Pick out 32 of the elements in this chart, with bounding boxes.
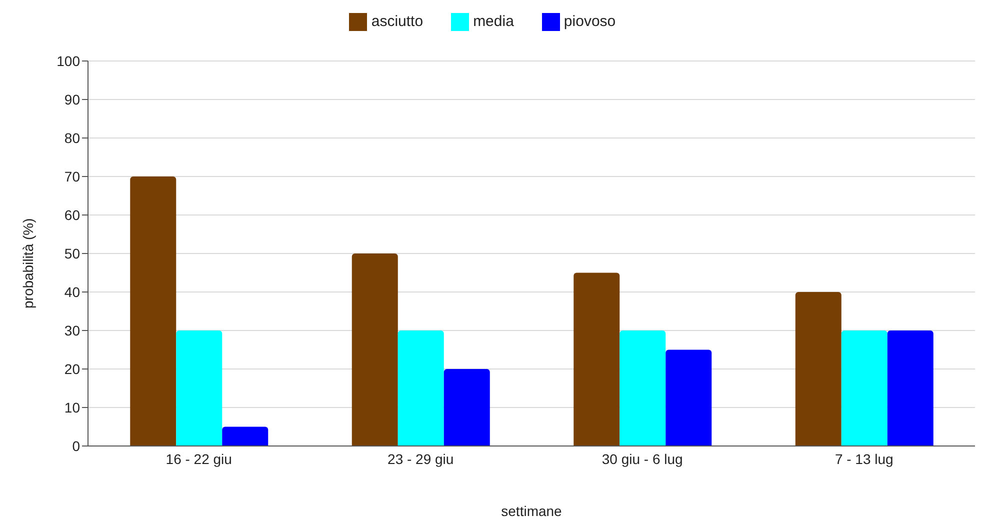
y-tick-label: 80 <box>64 130 80 146</box>
bar <box>887 330 934 446</box>
x-tick-label: 30 giu - 6 lug <box>602 450 683 467</box>
bar <box>398 330 444 446</box>
bar <box>130 176 176 446</box>
x-axis-title: settimane <box>501 503 562 519</box>
legend-label: piovoso <box>564 13 616 30</box>
y-tick-label: 100 <box>56 52 80 69</box>
y-tick-label: 50 <box>64 245 80 262</box>
y-tick-label: 30 <box>64 322 80 338</box>
y-tick-label: 20 <box>64 360 80 377</box>
bar <box>574 272 620 446</box>
bar <box>352 254 398 446</box>
x-tick-label: 23 - 29 giu <box>388 450 454 467</box>
x-tick-label: 7 - 13 lug <box>834 450 894 467</box>
y-tick-label: 60 <box>64 206 80 223</box>
bar <box>841 330 888 446</box>
y-tick-label: 40 <box>64 284 80 300</box>
bar <box>795 292 842 446</box>
y-axis-title: probabilità (%) <box>20 218 36 308</box>
legend-label: media <box>473 13 514 30</box>
y-tick-label: 0 <box>72 438 80 454</box>
bar <box>666 350 712 446</box>
y-tick-label: 10 <box>64 399 80 416</box>
bar <box>444 369 490 446</box>
y-tick-label: 70 <box>64 168 80 184</box>
bar <box>222 426 268 446</box>
bar <box>176 330 222 446</box>
bar <box>620 330 666 446</box>
x-tick-label: 16 - 22 giu <box>166 450 232 467</box>
legend-label: asciutto <box>371 13 424 30</box>
y-tick-label: 90 <box>64 91 80 108</box>
